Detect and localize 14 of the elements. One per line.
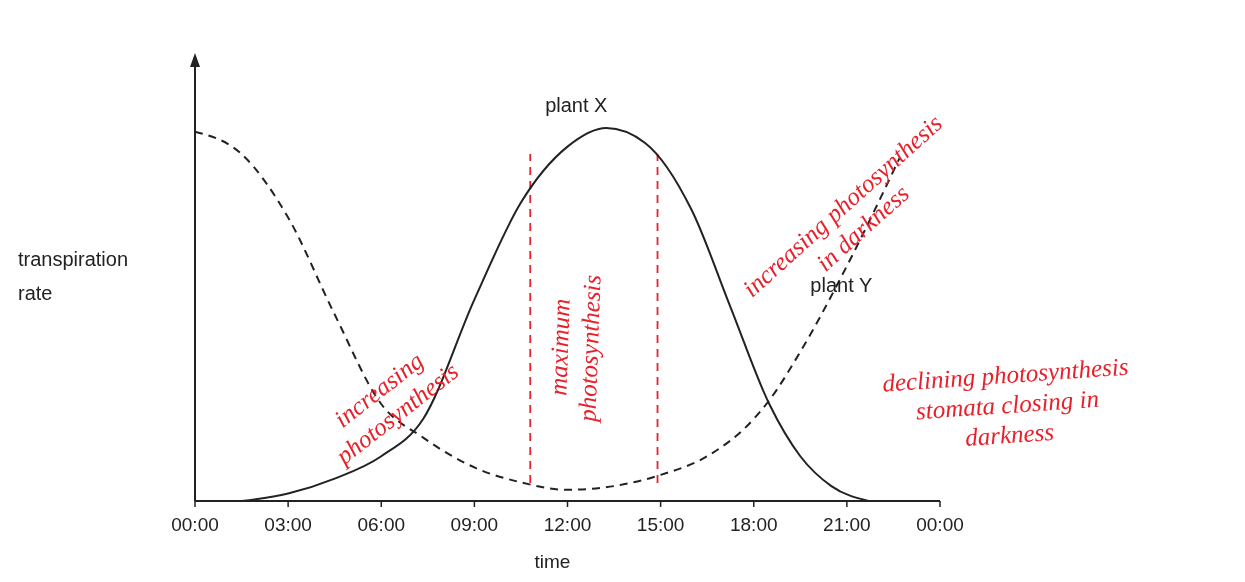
x-tick-label: 06:00 xyxy=(357,514,406,535)
x-tick-label: 00:00 xyxy=(916,514,964,535)
annotation: declining photosynthesis stomata closing in darkness xyxy=(881,352,1130,452)
y-axis-title: transpiration rate xyxy=(18,248,129,304)
x-tick-label: 21:00 xyxy=(823,514,871,535)
x-tick-label: 18:00 xyxy=(729,514,778,535)
x-axis-title: time xyxy=(534,551,571,572)
x-tick-label: 00:00 xyxy=(171,514,219,535)
x-tick-label: 03:00 xyxy=(264,514,312,535)
x-tick-label: 15:00 xyxy=(636,514,685,535)
series-label: plant X xyxy=(545,94,608,116)
annotation: maximum photosynthesis xyxy=(544,274,606,425)
x-tick-label: 09:00 xyxy=(450,514,499,535)
x-tick-label: 12:00 xyxy=(543,514,592,535)
